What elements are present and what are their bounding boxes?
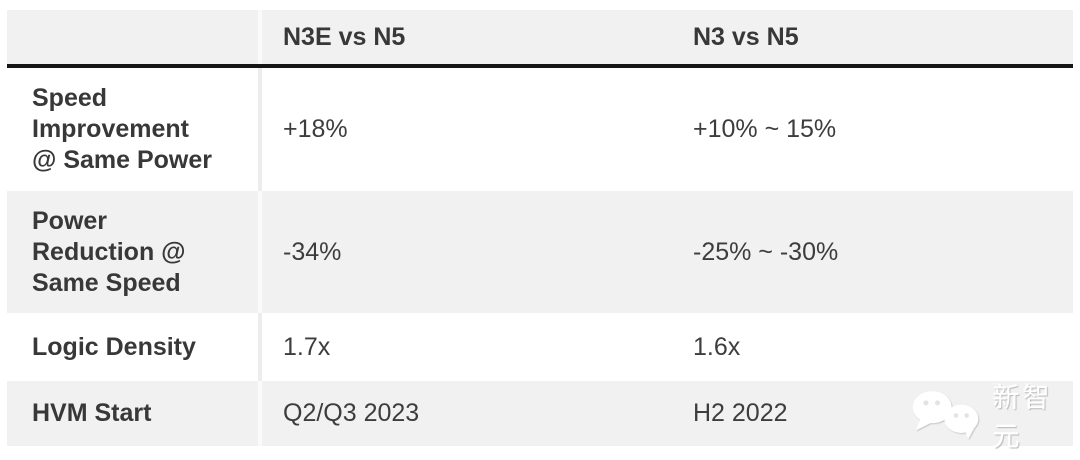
cell-value: Q2/Q3 2023: [283, 399, 420, 427]
cell-value: 1.6x: [693, 332, 741, 361]
column-separator: [258, 68, 262, 191]
watermark: 新智元: [906, 383, 1080, 452]
table-row-logic-density: Logic Density 1.7x 1.6x: [7, 313, 1073, 381]
cell-value: 1.7x: [283, 332, 331, 361]
row-label: Logic Density: [32, 332, 196, 361]
column-separator: [258, 10, 262, 64]
row-label: Speed Improvement @ Same Power: [32, 84, 213, 174]
column-separator: [258, 313, 262, 381]
watermark-text: 新智元: [992, 383, 1053, 452]
comparison-table: N3E vs N5 N3 vs N5 Speed Improvement @ Sam…: [7, 10, 1073, 446]
column-header-n3e-vs-n5: N3E vs N5: [283, 22, 406, 51]
cell-value: +10% ~ 15%: [693, 115, 837, 143]
column-separator: [258, 191, 262, 313]
cell-value: -25% ~ -30%: [693, 237, 839, 266]
cell-value: -34%: [283, 237, 342, 266]
cell-value: H2 2022: [693, 399, 788, 427]
table-row-hvm-start: HVM Start Q2/Q3 2023 H2 2022: [7, 381, 1073, 446]
column-header-n3-vs-n5: N3 vs N5: [693, 22, 799, 51]
row-label: Power Reduction @ Same Speed: [32, 206, 186, 297]
table-row-power-reduction: Power Reduction @ Same Speed -34% -25% ~ -…: [7, 191, 1073, 313]
cell-value: +18%: [283, 115, 348, 143]
table-row-speed-improvement: Speed Improvement @ Same Power +18% +10% ~…: [7, 68, 1073, 191]
column-separator: [258, 381, 262, 446]
table-header-row: N3E vs N5 N3 vs N5: [7, 10, 1073, 64]
row-label: HVM Start: [32, 399, 152, 427]
header-divider: [7, 64, 1073, 68]
wechat-icon: [912, 391, 979, 440]
